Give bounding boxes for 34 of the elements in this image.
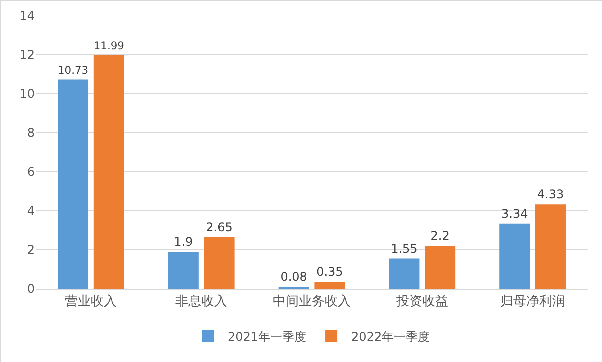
x-tick-label: 中间业务收入: [273, 294, 351, 310]
bar: [314, 282, 346, 289]
x-tick-label: 营业收入: [65, 294, 118, 310]
data-label: 1.9: [174, 234, 194, 249]
data-label: 1.55: [391, 242, 418, 256]
data-label: 2.2: [430, 229, 450, 244]
y-tick-label: 0: [27, 282, 35, 296]
y-tick-label: 14: [20, 9, 35, 24]
y-tick-label: 12: [20, 48, 35, 62]
bar: [425, 246, 456, 289]
y-tick-label: 8: [27, 126, 35, 140]
x-tick-label: 非息收入: [176, 294, 228, 310]
bar: [58, 80, 89, 289]
legend-label: 2022年一季度: [352, 330, 430, 344]
x-tick-label: 投资收益: [395, 294, 448, 310]
y-tick-label: 2: [27, 243, 35, 258]
data-label: 2.65: [206, 220, 233, 234]
data-label: 4.33: [537, 188, 564, 202]
bar: [168, 252, 199, 289]
bar: [389, 258, 420, 289]
data-label: 0.08: [280, 270, 308, 284]
y-tick-label: 6: [27, 165, 35, 180]
data-label: 3.34: [502, 206, 528, 221]
x-tick-label: 归母净利润: [500, 294, 566, 310]
y-tick-label: 4: [27, 204, 35, 218]
legend-label: 2021年一季度: [228, 330, 307, 344]
bar: [535, 204, 566, 289]
bar: [204, 237, 235, 289]
data-label: 0.35: [316, 265, 344, 280]
bar: [500, 224, 530, 289]
data-label: 10.73: [58, 64, 88, 78]
y-tick-label: 10: [20, 87, 35, 102]
data-label: 11.99: [94, 40, 125, 53]
bar: [94, 55, 124, 289]
